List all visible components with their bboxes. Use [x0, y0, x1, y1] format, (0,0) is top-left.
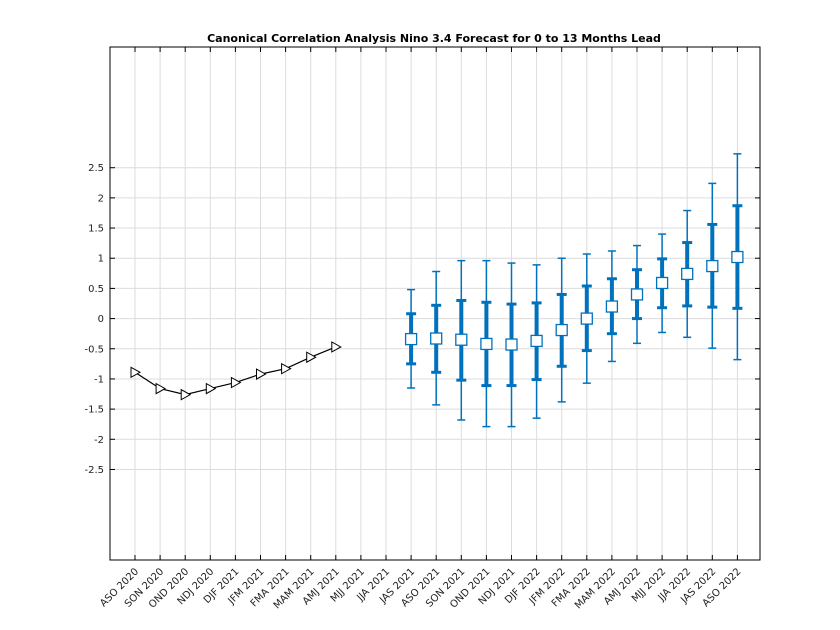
plot-frame	[109, 46, 761, 561]
y-tick-label: -2.5	[84, 465, 104, 476]
y-tick-label: -2	[94, 435, 104, 446]
forecast-point	[706, 259, 719, 273]
forecast-point	[630, 288, 644, 301]
y-tick-label: -1	[94, 374, 104, 385]
y-tick-label: 2.5	[88, 163, 104, 174]
forecast-point	[430, 332, 443, 345]
forecast-point	[455, 333, 468, 346]
y-axis-ticks: 2.5 2 1.5 1 0.5 0 -0.5 -1 -1.5 -2 -2.5	[84, 163, 760, 476]
y-tick-label: 2	[98, 193, 104, 204]
y-tick-label: -1.5	[84, 405, 104, 416]
forecast-point	[605, 300, 619, 313]
forecast-point	[580, 312, 593, 325]
observed-point	[331, 341, 342, 353]
forecast-point	[655, 276, 669, 290]
chart-title: Canonical Correlation Analysis Nino 3.4 …	[207, 32, 661, 45]
forecast-point	[555, 323, 568, 337]
forecast-point	[681, 267, 694, 281]
observed-point	[306, 351, 317, 364]
observed-series	[130, 341, 342, 401]
observed-point	[205, 382, 217, 395]
observed-point	[230, 376, 242, 389]
observed-point	[180, 388, 192, 401]
y-tick-label: 1	[98, 254, 104, 265]
y-tick-label: -0.5	[84, 344, 104, 355]
forecast-series	[404, 153, 744, 428]
forecast-point	[480, 337, 493, 351]
observed-point	[155, 382, 167, 395]
forecast-point	[530, 334, 543, 348]
forecast-point	[731, 250, 744, 264]
y-tick-label: 1.5	[88, 224, 104, 235]
observed-point	[281, 362, 292, 375]
forecast-point	[404, 332, 418, 346]
y-tick-label: 0	[98, 314, 104, 325]
observed-point	[130, 366, 142, 379]
y-tick-label: 0.5	[88, 284, 104, 295]
observed-point	[256, 368, 267, 380]
forecast-point	[505, 338, 518, 351]
